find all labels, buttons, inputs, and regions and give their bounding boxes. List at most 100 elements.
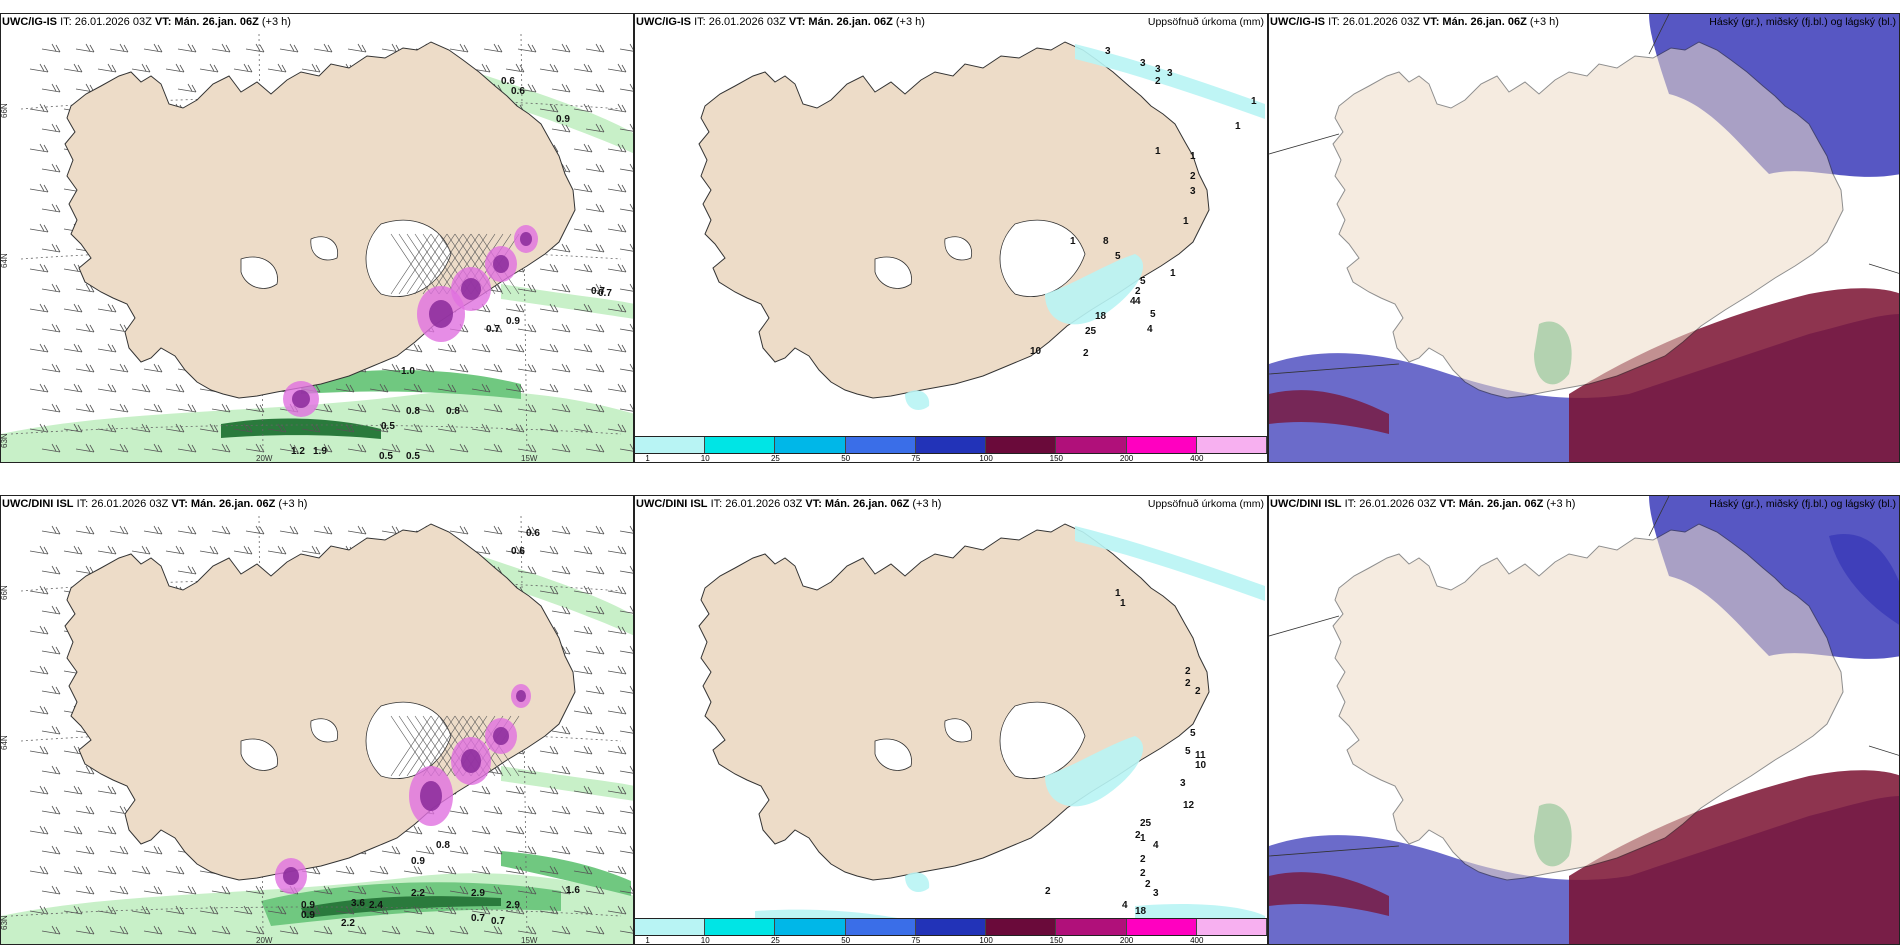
wind-barb xyxy=(267,423,287,433)
wind-barb xyxy=(585,83,605,93)
glacier-hofsjokull xyxy=(944,236,973,261)
precip-area-light xyxy=(501,766,633,801)
wind-barb xyxy=(573,343,593,353)
wind-barb xyxy=(41,525,61,535)
init-time: IT: 26.01.2026 03Z xyxy=(76,498,169,510)
wind-barb xyxy=(551,363,571,373)
wind-barb xyxy=(539,585,559,595)
wind-barb xyxy=(63,383,83,393)
lead-time: (+3 h) xyxy=(912,498,942,510)
wind-barb xyxy=(29,343,49,353)
wind-barb xyxy=(381,845,401,855)
wind-barb xyxy=(471,905,491,915)
wind-barb xyxy=(619,363,633,372)
wind-barb xyxy=(551,123,571,133)
lead-time: (+3 h) xyxy=(895,16,925,28)
wind-barb xyxy=(483,43,503,53)
wind-barb xyxy=(75,805,95,815)
region-lines xyxy=(1269,496,1899,857)
wind-barb xyxy=(585,283,605,293)
axis-labels: 66N 64N 63N 20W 15W xyxy=(1,103,538,462)
wind-barb xyxy=(551,43,571,53)
wind-barb xyxy=(381,925,401,935)
panel-ig-wind: 0.6 0.6 0.9 0.7 0.9 0.7 1.0 0.5 0.8 0.8 0.5 1.2 1.9 0… xyxy=(0,13,634,463)
iceland-landmass xyxy=(698,523,1210,881)
wind-barb xyxy=(143,845,163,855)
wind-barb xyxy=(573,303,593,313)
value-label: 1.9 xyxy=(313,446,327,457)
valid-time: Mán. 26.jan. 06Z xyxy=(1458,498,1544,510)
wind-barb xyxy=(211,525,231,535)
wind-barb xyxy=(585,243,605,253)
colorbar-swatch xyxy=(775,919,846,935)
wind-barb xyxy=(619,525,633,534)
wind-barb xyxy=(143,925,163,935)
value-label: 1 xyxy=(1251,96,1257,107)
wind-barb xyxy=(607,625,627,635)
wind-barb xyxy=(41,645,61,655)
wind-barb xyxy=(619,645,633,654)
panel-header: UWC/DINI ISL IT: 26.01.2026 03Z VT: Mán.… xyxy=(2,498,307,510)
wind-barb xyxy=(109,403,129,413)
wind-barb xyxy=(143,525,163,535)
wind-barb xyxy=(63,303,83,313)
wind-barb xyxy=(267,905,287,915)
wind-barb xyxy=(165,423,185,433)
value-label: 1 xyxy=(1140,833,1146,844)
wind-barb xyxy=(607,183,627,193)
wind-barb xyxy=(97,63,117,73)
wind-barb xyxy=(551,765,571,775)
lowlevel-cloud xyxy=(1569,288,1899,462)
wind-barb xyxy=(75,765,95,775)
glacier-vatnajokull xyxy=(999,219,1086,297)
wind-barb xyxy=(517,323,537,333)
colorbar-swatch xyxy=(1196,919,1267,935)
wind-barb xyxy=(573,63,593,73)
precip-area xyxy=(1075,44,1265,119)
wind-barb xyxy=(619,443,633,452)
wind-barb xyxy=(165,383,185,393)
wind-barb xyxy=(483,845,503,855)
wind-barb xyxy=(199,545,219,555)
wind-barb xyxy=(177,525,197,535)
valid-time-label: VT: xyxy=(154,16,172,28)
colorbar-swatch xyxy=(775,437,846,453)
wind-barb xyxy=(245,403,265,413)
value-label: 1 xyxy=(1235,121,1241,132)
value-label: 1 xyxy=(1183,216,1189,227)
wind-barb xyxy=(415,845,435,855)
value-label: 0.9 xyxy=(411,856,425,867)
wind-barb xyxy=(41,163,61,173)
precip-area-light xyxy=(501,284,633,319)
colorbar-swatch xyxy=(1056,437,1127,453)
wind-barb xyxy=(97,865,117,875)
map-canvas: 0.60.60.80.90.90.92.2 2.92.91.63.62.2 0.7 0… xyxy=(1,515,633,944)
wind-barb xyxy=(245,885,265,895)
convective-core xyxy=(429,300,453,328)
wind-barb xyxy=(131,63,151,73)
colorbar-swatch xyxy=(705,919,776,935)
hatch-line xyxy=(390,233,432,295)
colorbar-swatch xyxy=(845,437,916,453)
value-label: 4 xyxy=(1147,324,1153,335)
glacier-langjokull xyxy=(874,738,912,771)
colorbar-swatches xyxy=(635,436,1267,454)
wind-barb xyxy=(41,363,61,373)
convective-core xyxy=(292,390,310,408)
wind-barb xyxy=(199,905,219,915)
wind-barb xyxy=(483,885,503,895)
colorbar-swatch xyxy=(1056,919,1127,935)
panel-ig-cloud: UWC/IG-IS IT: 26.01.2026 03Z VT: Mán. 26… xyxy=(1268,13,1900,463)
wind-barb xyxy=(573,625,593,635)
wind-barb xyxy=(75,43,95,53)
value-label: 0.8 xyxy=(446,406,460,417)
wind-barb xyxy=(437,423,457,433)
wind-barb xyxy=(551,605,571,615)
wind-barb xyxy=(585,845,605,855)
value-label: 12 xyxy=(1183,800,1195,811)
wind-barb xyxy=(279,43,299,53)
wind-barb xyxy=(313,925,333,935)
init-time: IT: 26.01.2026 03Z xyxy=(710,498,803,510)
wind-barb xyxy=(551,443,571,453)
